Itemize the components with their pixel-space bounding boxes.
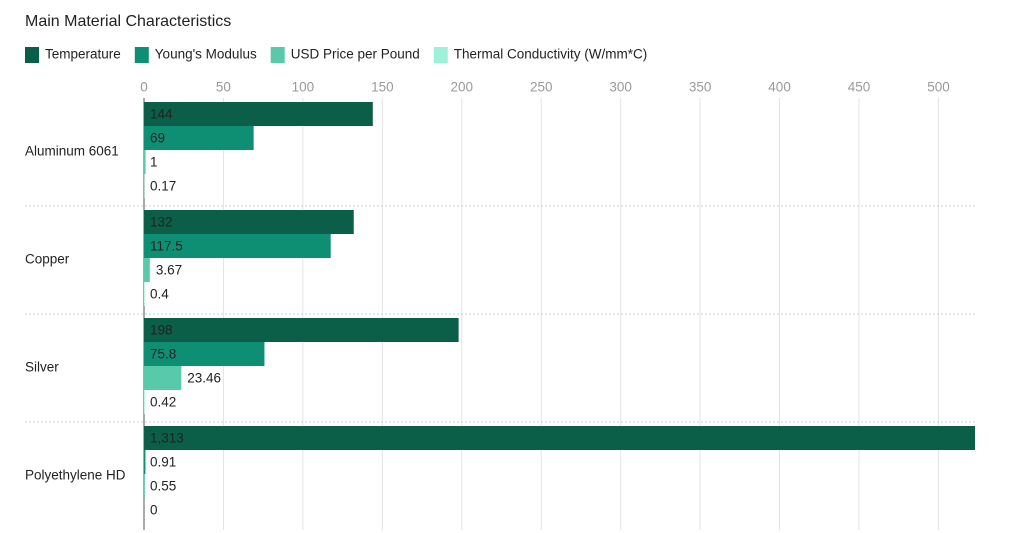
x-tick-label: 200 bbox=[451, 80, 474, 95]
bar bbox=[144, 234, 331, 258]
data-label: 144 bbox=[150, 107, 173, 122]
x-tick-label: 50 bbox=[216, 80, 231, 95]
bar bbox=[144, 366, 182, 390]
legend-swatch bbox=[134, 47, 149, 63]
x-tick-label: 500 bbox=[927, 80, 950, 95]
data-label: 0 bbox=[150, 503, 158, 518]
legend-label: Thermal Conductivity (W/mm*C) bbox=[454, 47, 648, 62]
x-tick-label: 250 bbox=[530, 80, 553, 95]
bar bbox=[144, 450, 146, 474]
x-tick-label: 100 bbox=[292, 80, 315, 95]
y-tick-label: Silver bbox=[25, 360, 59, 375]
legend-swatch bbox=[433, 47, 448, 63]
bar bbox=[144, 150, 146, 174]
bar bbox=[144, 318, 459, 342]
bar bbox=[144, 126, 254, 150]
legend-label: Temperature bbox=[45, 47, 121, 62]
legend: Temperature Young's Modulus USD Price per … bbox=[25, 47, 647, 63]
legend-label: USD Price per Pound bbox=[291, 47, 420, 62]
data-label: 198 bbox=[150, 323, 173, 338]
y-tick-label: Aluminum 6061 bbox=[25, 144, 119, 159]
data-label: 132 bbox=[150, 215, 173, 230]
y-tick-label: Polyethylene HD bbox=[25, 468, 126, 483]
bar bbox=[144, 390, 145, 414]
bar bbox=[144, 258, 150, 282]
x-tick-label: 150 bbox=[371, 80, 394, 95]
data-label: 75.8 bbox=[150, 347, 176, 362]
x-tick-label: 350 bbox=[689, 80, 712, 95]
x-tick-label: 0 bbox=[140, 80, 148, 95]
data-label: 1 bbox=[150, 155, 158, 170]
x-tick-label: 300 bbox=[609, 80, 632, 95]
data-label: 0.42 bbox=[150, 395, 176, 410]
data-label: 69 bbox=[150, 131, 165, 146]
data-label: 3.67 bbox=[156, 263, 182, 278]
data-label: 0.17 bbox=[150, 179, 176, 194]
x-tick-label: 450 bbox=[848, 80, 871, 95]
data-label: 117.5 bbox=[150, 239, 183, 254]
bar bbox=[144, 426, 975, 450]
data-label: 0.91 bbox=[150, 455, 176, 470]
legend-swatch bbox=[270, 47, 285, 63]
bar bbox=[144, 342, 265, 366]
bar bbox=[144, 282, 145, 306]
plot-area bbox=[144, 102, 975, 498]
bar bbox=[144, 102, 373, 126]
data-label: 0.4 bbox=[150, 287, 169, 302]
data-label: 0.55 bbox=[150, 479, 176, 494]
chart-title: Main Material Characteristics bbox=[25, 13, 231, 30]
legend-label: Young's Modulus bbox=[155, 47, 257, 62]
bar bbox=[144, 210, 354, 234]
bar bbox=[144, 474, 145, 498]
data-label: 1,313 bbox=[150, 431, 184, 446]
data-label: 23.46 bbox=[187, 371, 221, 386]
legend-swatch bbox=[25, 47, 39, 63]
labels: Aluminum 6061 144 69 1 0.17 Copper 132 117.5 3.6… bbox=[25, 107, 221, 518]
y-tick-label: Copper bbox=[25, 252, 70, 267]
x-tick-label: 400 bbox=[768, 80, 791, 95]
